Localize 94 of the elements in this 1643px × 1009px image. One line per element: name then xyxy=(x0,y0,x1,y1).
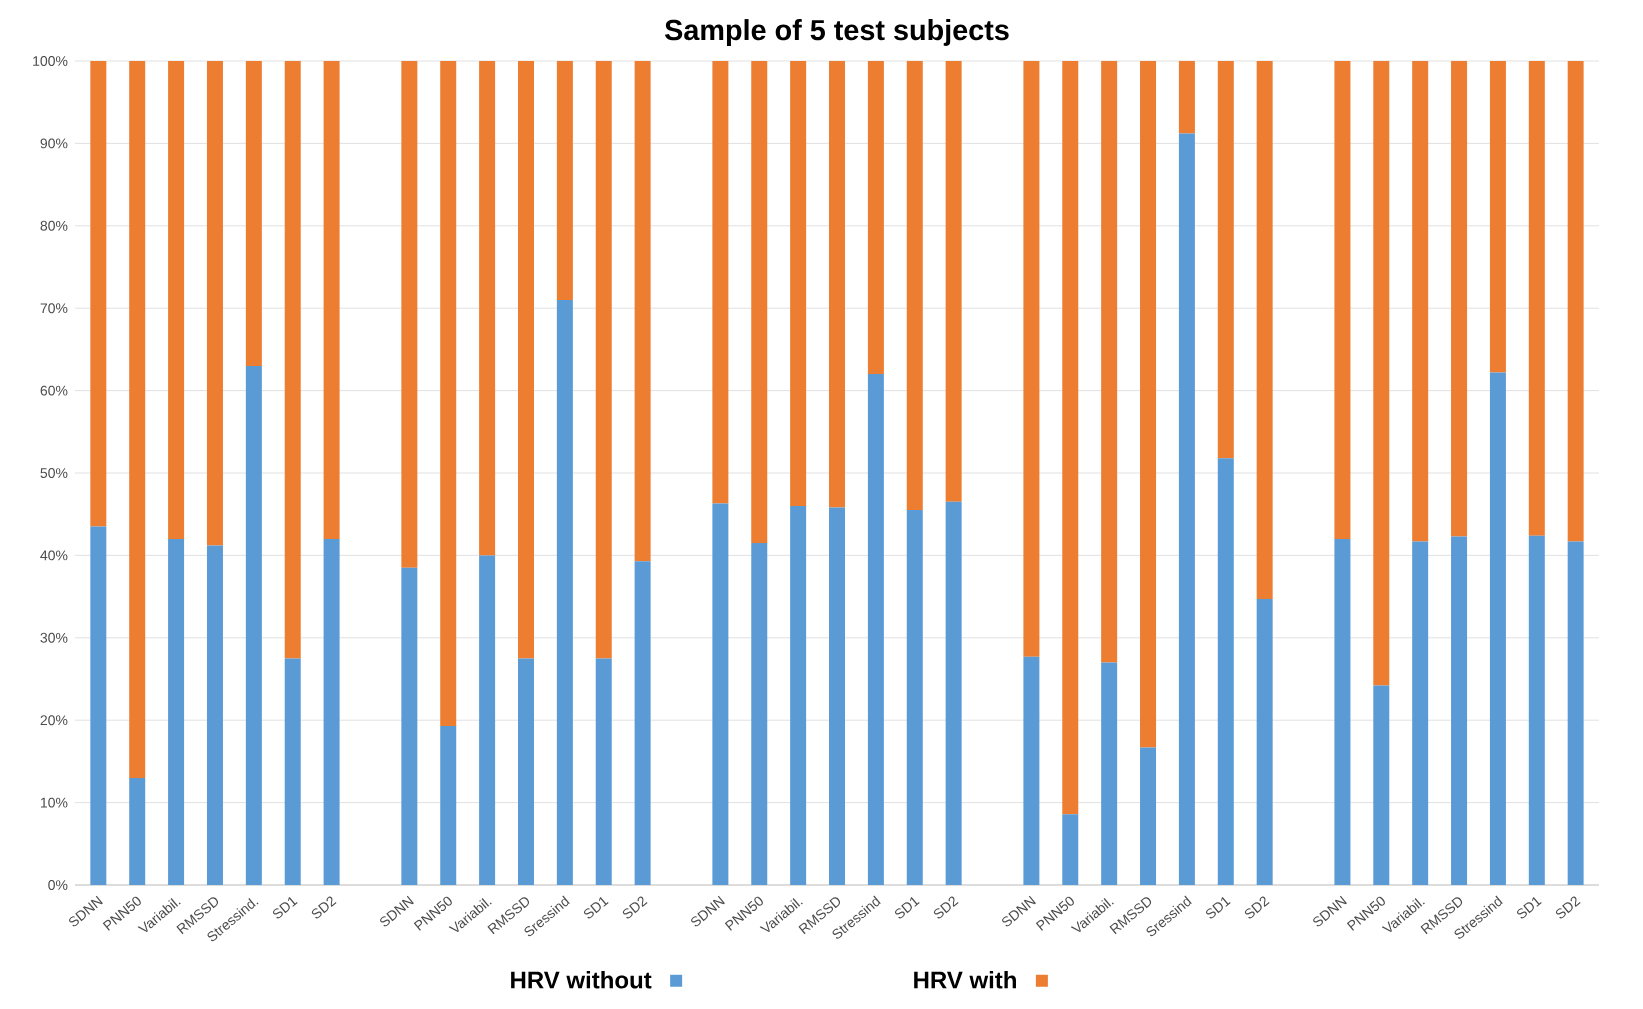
bar xyxy=(634,561,651,885)
bar xyxy=(1178,133,1195,885)
legend-label: HRV with xyxy=(914,970,1016,989)
bar xyxy=(1373,685,1390,885)
bar xyxy=(1217,458,1234,885)
x-tick-label: SD2 xyxy=(1244,896,1270,919)
bar xyxy=(1140,747,1157,885)
y-tick-label: 90% xyxy=(40,138,68,149)
bar xyxy=(1412,61,1429,542)
bar xyxy=(206,61,223,546)
y-tick-label: 60% xyxy=(40,385,68,396)
bar xyxy=(906,61,923,511)
bar xyxy=(1451,61,1468,537)
bar xyxy=(1528,535,1545,885)
bar xyxy=(168,538,185,885)
bar xyxy=(129,61,146,778)
bar xyxy=(1217,61,1234,459)
bar xyxy=(751,543,768,885)
bar xyxy=(1412,541,1429,885)
bar xyxy=(90,526,107,885)
bar xyxy=(595,658,612,885)
bar xyxy=(401,567,418,885)
bar xyxy=(906,510,923,885)
bar xyxy=(129,777,146,885)
bar xyxy=(1451,536,1468,885)
bar xyxy=(751,61,768,544)
bar xyxy=(829,507,846,885)
y-tick-label: 30% xyxy=(40,632,68,643)
bar xyxy=(790,61,807,506)
bar xyxy=(479,555,496,885)
bar xyxy=(1489,372,1506,885)
bar xyxy=(168,61,185,539)
bar xyxy=(595,61,612,659)
bar xyxy=(440,725,457,885)
bar xyxy=(712,503,729,885)
y-tick-label: 40% xyxy=(40,550,68,561)
bar xyxy=(712,61,729,504)
bar xyxy=(1023,656,1040,885)
bar xyxy=(829,61,846,508)
bar xyxy=(284,61,301,659)
y-tick-label: 0% xyxy=(48,880,68,890)
bar xyxy=(945,501,962,885)
bar xyxy=(1334,538,1351,885)
bar xyxy=(1489,61,1506,373)
legend-label: HRV without xyxy=(511,970,652,989)
y-tick-label: 70% xyxy=(40,303,68,314)
chart-title: Sample of 5 test subjects xyxy=(664,19,1009,46)
bar xyxy=(556,61,573,300)
bar xyxy=(1178,61,1195,134)
y-tick-label: 10% xyxy=(40,797,68,808)
y-tick-label: 20% xyxy=(40,715,68,726)
x-tick-label: SD2 xyxy=(311,896,337,919)
bar xyxy=(867,374,884,885)
y-tick-label: 100% xyxy=(33,56,68,66)
bar xyxy=(284,658,301,885)
bar xyxy=(1101,662,1118,885)
x-tick-label: SD1 xyxy=(1205,897,1231,919)
bar xyxy=(245,61,262,366)
x-tick-label: SD2 xyxy=(622,896,648,919)
bar xyxy=(1567,541,1584,885)
bar xyxy=(1101,61,1118,663)
bar xyxy=(440,61,457,726)
bar xyxy=(1256,61,1273,600)
x-tick-label: SD1 xyxy=(583,897,609,919)
bar xyxy=(1334,61,1351,539)
y-tick-label: 50% xyxy=(40,468,68,478)
bar xyxy=(517,658,534,885)
bar xyxy=(1140,61,1157,748)
bar xyxy=(323,538,340,885)
bar xyxy=(867,61,884,375)
x-tick-label: SD1 xyxy=(272,897,298,919)
bar xyxy=(90,61,107,527)
bar xyxy=(1567,61,1584,542)
bar xyxy=(945,61,962,502)
y-tick-label: 80% xyxy=(40,220,68,231)
x-tick-label: SD1 xyxy=(1517,897,1542,919)
bar xyxy=(634,61,651,562)
bar xyxy=(1062,814,1079,885)
bar xyxy=(479,61,496,556)
x-tick-label: SD2 xyxy=(1555,896,1581,919)
bar xyxy=(245,365,262,885)
bar xyxy=(1062,61,1079,815)
bar xyxy=(1023,61,1040,657)
x-tick-label: SD1 xyxy=(894,897,920,919)
bar xyxy=(401,61,418,568)
bar xyxy=(1256,599,1273,885)
bar xyxy=(1373,61,1390,686)
bar xyxy=(517,61,534,659)
bar xyxy=(556,299,573,885)
bar xyxy=(790,505,807,885)
bar xyxy=(323,61,340,539)
bar xyxy=(206,545,223,885)
x-tick-label: SD2 xyxy=(933,896,959,919)
bar xyxy=(1528,61,1545,536)
